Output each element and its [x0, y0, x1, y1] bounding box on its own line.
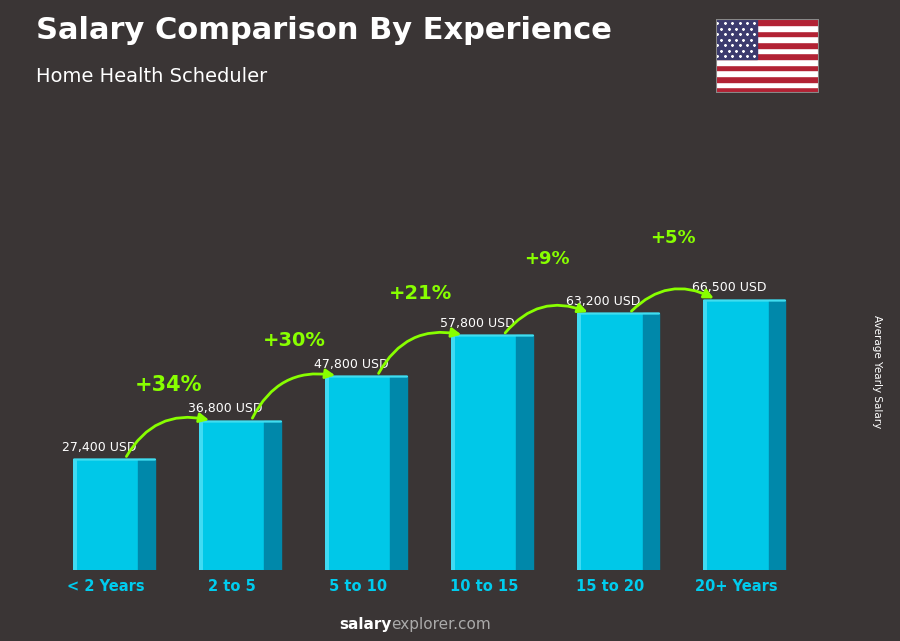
Polygon shape	[265, 420, 281, 570]
FancyArrowPatch shape	[505, 304, 585, 333]
Text: Salary Comparison By Experience: Salary Comparison By Experience	[36, 16, 612, 45]
Polygon shape	[769, 300, 785, 570]
Bar	[716, 81, 819, 87]
FancyArrowPatch shape	[379, 329, 458, 374]
Bar	[716, 19, 819, 25]
Text: +30%: +30%	[263, 331, 326, 349]
Bar	[199, 420, 202, 570]
Bar	[716, 76, 819, 81]
Polygon shape	[517, 335, 533, 570]
FancyBboxPatch shape	[199, 420, 265, 570]
FancyBboxPatch shape	[703, 300, 769, 570]
FancyBboxPatch shape	[325, 376, 391, 570]
Text: explorer.com: explorer.com	[392, 617, 491, 633]
Bar	[716, 31, 819, 37]
FancyArrowPatch shape	[126, 414, 206, 456]
Bar	[716, 65, 819, 71]
Bar	[716, 71, 819, 76]
Text: +21%: +21%	[389, 284, 453, 303]
Text: +9%: +9%	[524, 251, 570, 269]
FancyArrowPatch shape	[252, 370, 332, 418]
Text: 66,500 USD: 66,500 USD	[692, 281, 767, 294]
FancyArrowPatch shape	[632, 288, 711, 311]
Bar	[716, 53, 819, 59]
Bar	[716, 87, 819, 93]
Bar	[716, 25, 819, 31]
Bar	[577, 313, 581, 570]
Text: 47,800 USD: 47,800 USD	[314, 358, 389, 370]
Text: Home Health Scheduler: Home Health Scheduler	[36, 67, 267, 87]
Text: salary: salary	[339, 617, 392, 633]
Bar	[703, 300, 707, 570]
Polygon shape	[391, 376, 407, 570]
Text: +5%: +5%	[650, 229, 696, 247]
Text: Average Yearly Salary: Average Yearly Salary	[872, 315, 883, 428]
Bar	[73, 459, 77, 570]
FancyBboxPatch shape	[73, 459, 139, 570]
Bar	[716, 59, 819, 65]
FancyBboxPatch shape	[451, 335, 517, 570]
Text: 57,800 USD: 57,800 USD	[440, 317, 515, 330]
Polygon shape	[643, 313, 659, 570]
Bar	[716, 37, 819, 42]
Polygon shape	[139, 459, 155, 570]
Bar	[451, 335, 454, 570]
Text: 36,800 USD: 36,800 USD	[188, 403, 263, 415]
Text: 63,200 USD: 63,200 USD	[566, 295, 641, 308]
Bar	[325, 376, 328, 570]
Bar	[716, 19, 757, 59]
FancyBboxPatch shape	[577, 313, 643, 570]
Bar	[716, 42, 819, 47]
Text: 27,400 USD: 27,400 USD	[62, 441, 136, 454]
Bar	[716, 47, 819, 53]
Text: +34%: +34%	[135, 375, 202, 395]
